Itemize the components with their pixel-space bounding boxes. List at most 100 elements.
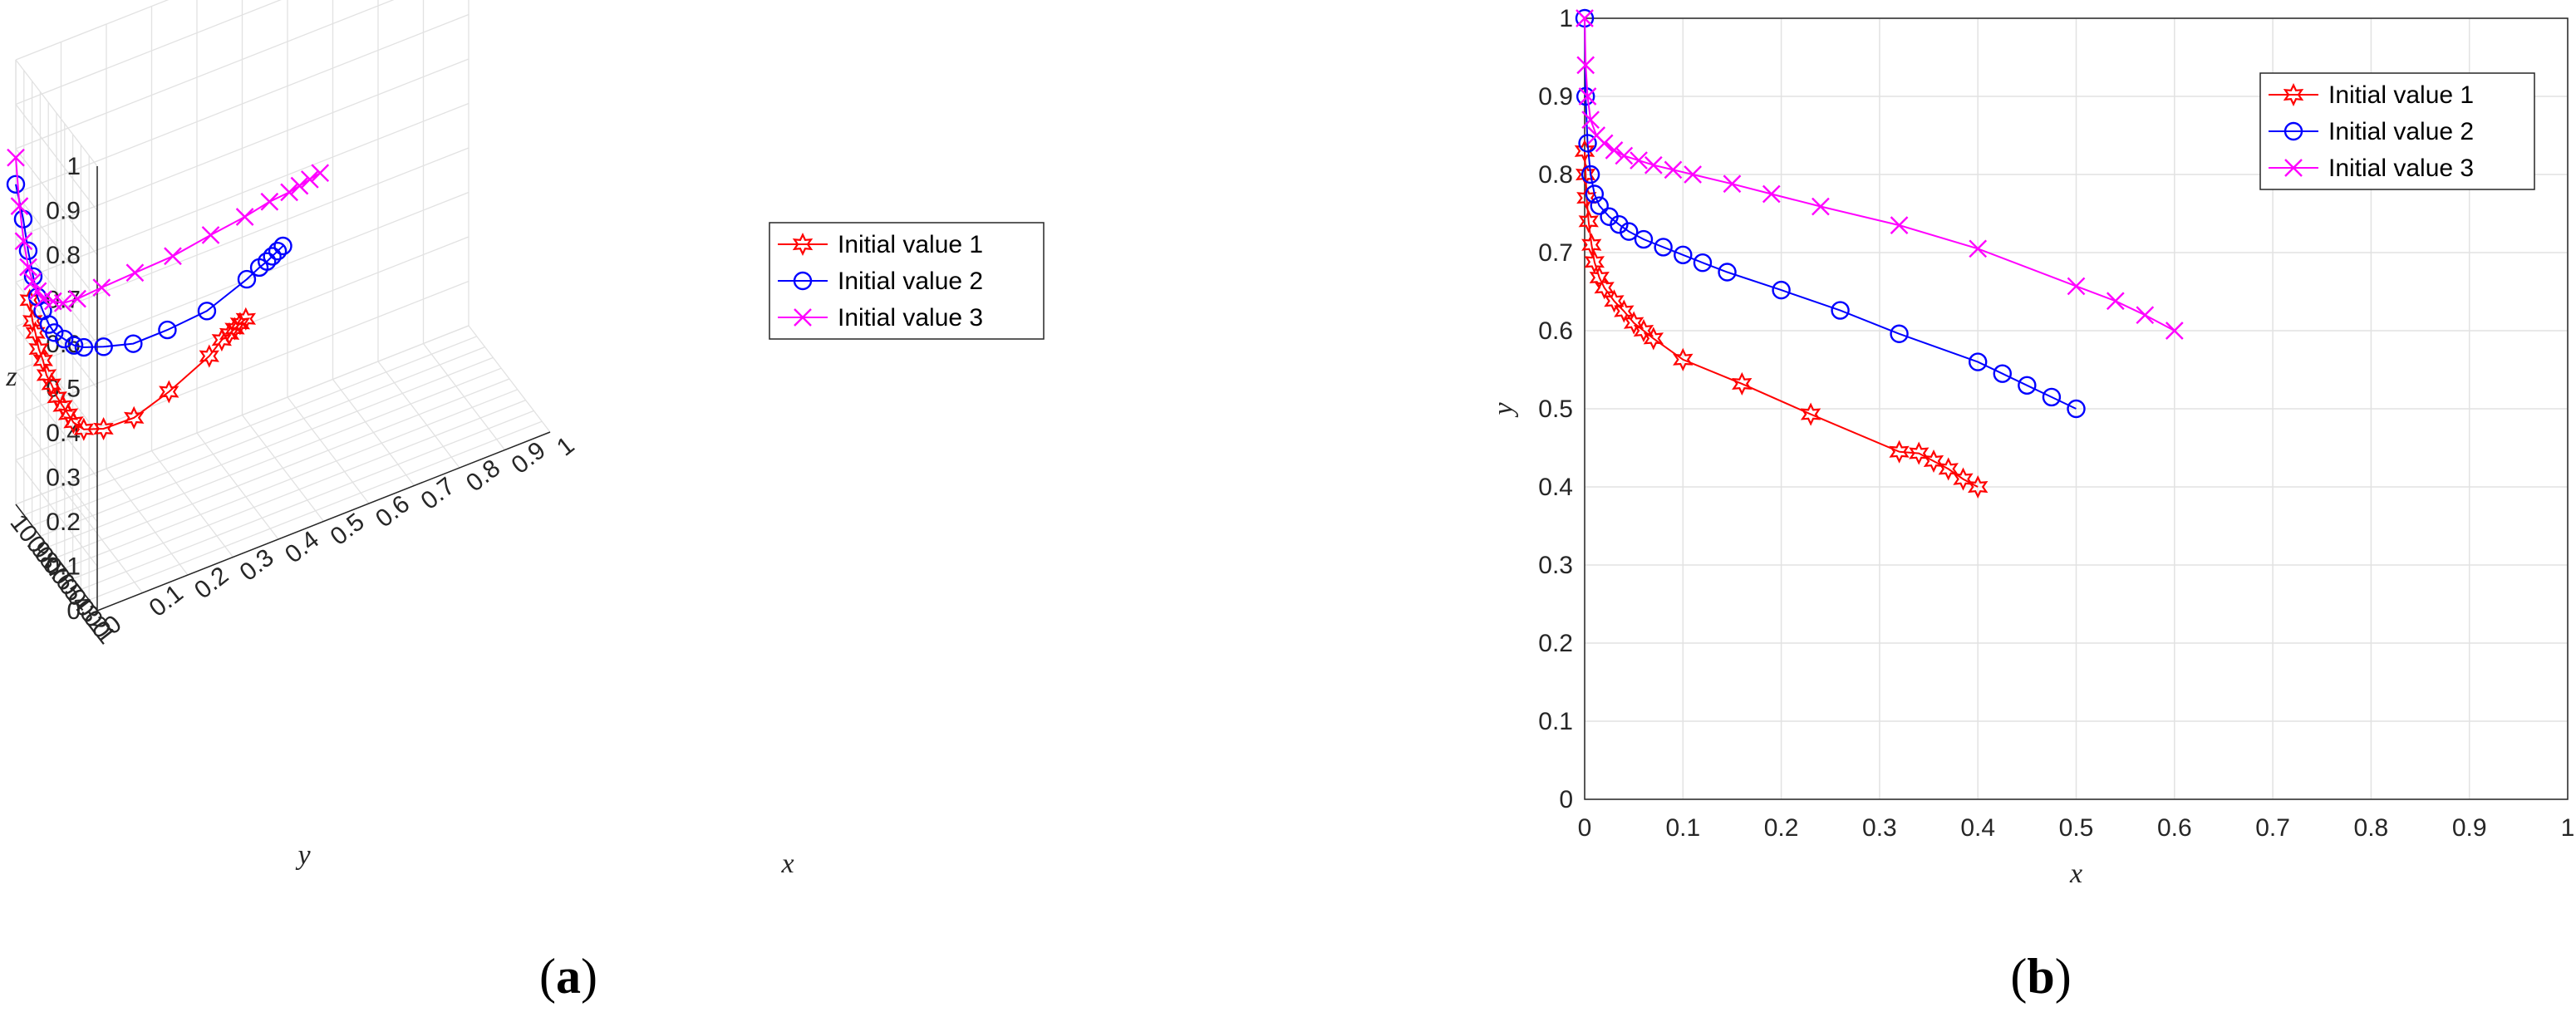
- data-point: [23, 272, 42, 291]
- data-point: [1890, 324, 1909, 343]
- data-point: [1654, 238, 1673, 257]
- x-tick-label: 0.1: [1665, 814, 1700, 842]
- grid-line: [56, 378, 510, 558]
- legend-label-3: Initial value 3: [2328, 155, 2474, 182]
- data-point: [211, 328, 232, 352]
- grid-line: [15, 0, 282, 106]
- data-point: [73, 417, 95, 441]
- z-tick-label: 0.1: [46, 553, 81, 581]
- data-point: [1578, 134, 1597, 153]
- legend-label-1: Initial value 1: [838, 231, 983, 258]
- series-line-3: [15, 157, 321, 304]
- data-point: [23, 267, 43, 286]
- data-point: [1664, 160, 1683, 179]
- legend-marker-3: [2284, 159, 2303, 177]
- data-point: [1587, 126, 1606, 145]
- data-point: [34, 290, 52, 309]
- data-point: [1600, 207, 1619, 226]
- data-point: [1969, 239, 1988, 258]
- data-point: [18, 241, 38, 260]
- data-point: [311, 164, 330, 183]
- data-point: [199, 344, 219, 368]
- data-point: [1909, 441, 1930, 465]
- data-point: [1831, 301, 1850, 320]
- data-point: [2106, 292, 2125, 311]
- grid-line: [15, 193, 98, 300]
- data-point: [1581, 233, 1602, 257]
- y-tick-label: 1: [1559, 5, 1573, 32]
- panel-label-b: (b): [2010, 949, 2071, 1004]
- grid-line: [15, 59, 98, 167]
- data-point: [1812, 197, 1830, 216]
- z-tick-label: 0.2: [46, 508, 81, 536]
- data-point: [263, 247, 282, 266]
- y-tick-label: 0.4: [1538, 474, 1573, 501]
- chart-xy-trajectories: 0 0.1 0.2 0.3 0.4 0.5 0.6 0.7 0.8 0.9 1 0 0.1 0.2 0.3 0…: [1488, 5, 2574, 889]
- x-tick-label: 0.6: [2157, 814, 2192, 842]
- grid-line: [287, 396, 370, 504]
- data-point: [260, 192, 279, 211]
- data-point: [1584, 250, 1605, 274]
- data-point: [1723, 174, 1742, 194]
- grid-line: [40, 356, 494, 538]
- z-axis-label: z: [5, 361, 17, 392]
- data-point: [1576, 9, 1594, 27]
- data-point: [158, 320, 177, 340]
- x-tick-label: 0.8: [2354, 814, 2389, 842]
- data-point: [1578, 87, 1597, 106]
- data-point: [197, 302, 217, 321]
- z-tick-label: 0.9: [46, 198, 81, 225]
- grid-line: [15, 102, 469, 283]
- x-tick-label: 1: [2561, 814, 2575, 842]
- data-point: [1718, 263, 1737, 282]
- x-tick-label: 0.5: [2059, 814, 2094, 842]
- y-axis: [15, 504, 98, 612]
- data-point: [28, 282, 47, 301]
- data-point: [201, 226, 220, 244]
- data-point: [159, 380, 179, 404]
- y-tick-label: 0: [1559, 786, 1573, 813]
- data-point: [25, 321, 46, 345]
- data-point: [1590, 196, 1609, 215]
- x-axis: [96, 431, 551, 612]
- data-point: [1634, 229, 1654, 249]
- data-point: [1644, 155, 1663, 174]
- data-point: [63, 410, 84, 435]
- z-tick-label: 1: [66, 153, 81, 180]
- grid-line: [332, 379, 415, 486]
- data-point: [36, 363, 57, 387]
- y-tick-label: 0.9: [1538, 83, 1573, 111]
- data-point: [1693, 253, 1713, 273]
- legend-label-2: Initial value 2: [838, 268, 983, 295]
- data-point: [1674, 245, 1693, 265]
- data-point: [14, 232, 33, 251]
- x-tick-label: 0.4: [1960, 814, 1995, 842]
- data-point: [124, 334, 143, 353]
- data-point: [249, 258, 269, 278]
- data-point: [74, 337, 94, 357]
- data-point: [1589, 266, 1610, 290]
- data-point: [92, 278, 111, 297]
- data-point: [2067, 399, 2086, 419]
- grid-line: [15, 0, 395, 150]
- data-point: [32, 348, 53, 372]
- y-tick-label: 0.6: [1538, 317, 1573, 345]
- y-tick-label: 0.8: [1538, 161, 1573, 189]
- data-point: [1615, 146, 1634, 165]
- data-point: [1762, 184, 1781, 204]
- y-tick-label: 0.2: [1538, 630, 1573, 657]
- grid-line: [23, 336, 478, 516]
- data-point: [1732, 371, 1753, 396]
- data-point: [1581, 111, 1600, 130]
- x-tick-label: 0: [1578, 814, 1592, 842]
- y-axis-label: y: [1488, 402, 1519, 418]
- legend-marker-1: [792, 232, 814, 257]
- data-point: [7, 148, 25, 167]
- grid-line: [422, 343, 506, 450]
- x-axis-label: x: [780, 848, 794, 879]
- data-point: [1576, 56, 1595, 75]
- data-point: [1684, 165, 1702, 184]
- grid-line: [15, 58, 469, 238]
- z-tick-label: 0: [66, 597, 81, 625]
